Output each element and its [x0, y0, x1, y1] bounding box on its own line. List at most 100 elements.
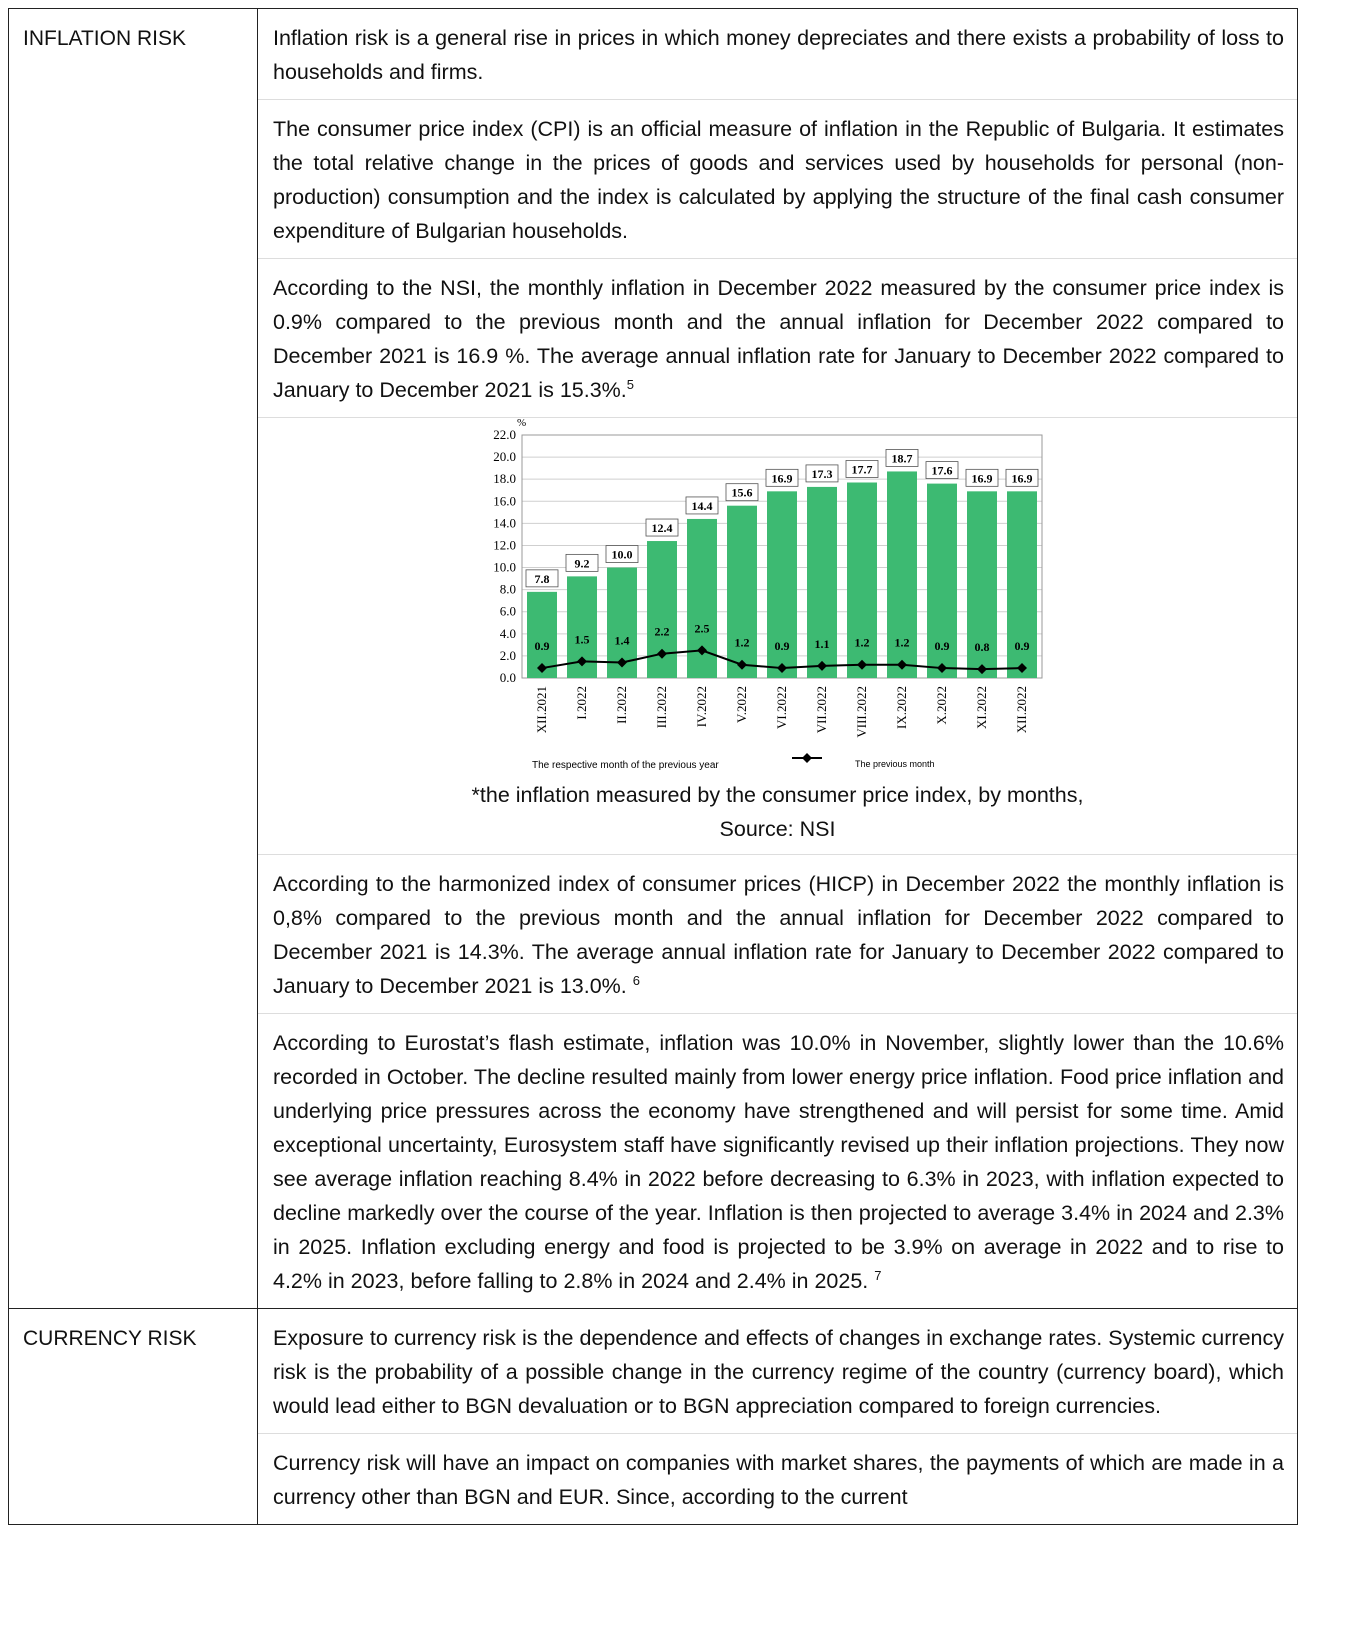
label-box — [925, 461, 958, 479]
figure: % 0.0 2.0 4.0 6.0 8.0 10.0 12.0 14.0 16.0 18.0 20.0… — [258, 418, 1297, 855]
line-value-label: 1.1 — [814, 637, 829, 651]
legend-marker — [801, 753, 812, 763]
paragraph: The consumer price index (CPI) is an off… — [258, 100, 1297, 259]
line-marker — [976, 664, 987, 675]
paragraph: According to the NSI, the monthly inflat… — [258, 259, 1297, 418]
line-marker — [736, 659, 747, 670]
bar-value-label: 15.6 — [731, 486, 752, 500]
bar-value-label: 14.4 — [691, 499, 712, 513]
y-tick-label: 8.0 — [499, 582, 515, 597]
x-tick-label: II.2022 — [614, 686, 629, 724]
label-box — [1005, 468, 1038, 487]
paragraph: Exposure to currency risk is the depende… — [258, 1309, 1297, 1434]
label-box — [525, 569, 558, 588]
x-tick-label: VIII.2022 — [854, 686, 869, 738]
risk-table: INFLATION RISK Inflation risk is a genera… — [8, 8, 1298, 1525]
footnote-ref: 7 — [874, 1267, 882, 1283]
paragraph: According to Eurostat’s flash estimate, … — [258, 1014, 1297, 1308]
paragraph: Inflation risk is a general rise in pric… — [258, 9, 1297, 100]
caption-line: *the inflation measured by the consumer … — [471, 783, 1084, 807]
paragraph: Currency risk will have an impact on com… — [258, 1434, 1297, 1524]
y-tick-label: 0.0 — [499, 670, 515, 685]
paragraph-text: According to the harmonized index of con… — [273, 872, 1284, 998]
y-tick-label: 12.0 — [493, 537, 516, 552]
y-unit: % — [517, 418, 526, 429]
bar — [966, 491, 997, 678]
footnote-ref: 6 — [632, 972, 640, 988]
line-marker — [576, 656, 587, 667]
y-tick-label: 6.0 — [499, 604, 515, 619]
line-value-label: 0.9 — [774, 639, 789, 653]
line-value-label: 0.8 — [974, 640, 989, 654]
line-marker — [536, 663, 547, 674]
row-content: Exposure to currency risk is the depende… — [257, 1308, 1298, 1525]
x-tick-label: XI.2022 — [974, 686, 989, 729]
line-value-label: 0.9 — [934, 639, 949, 653]
label-box — [845, 460, 878, 478]
row-content: Inflation risk is a general rise in pric… — [257, 8, 1298, 1309]
y-tick-label: 14.0 — [493, 515, 516, 530]
bar — [926, 483, 957, 678]
x-tick-label: I.2022 — [574, 686, 589, 720]
label-box — [965, 468, 998, 487]
line-marker — [896, 659, 907, 670]
paragraph-text: Inflation risk is a general rise in pric… — [273, 26, 1284, 84]
line-value-label: 1.2 — [854, 636, 869, 650]
label-box — [805, 464, 838, 483]
line-value-label: 2.5 — [694, 621, 709, 635]
line-value-label: 1.2 — [894, 636, 909, 650]
label-box — [565, 553, 598, 572]
table-row: INFLATION RISK Inflation risk is a genera… — [8, 8, 1298, 1309]
caption-line: Source: NSI — [719, 817, 836, 841]
label-box — [885, 449, 918, 467]
legend-label: The previous month — [855, 759, 935, 769]
bar — [766, 491, 797, 678]
bar-value-label: 10.0 — [611, 548, 632, 562]
line-marker — [1016, 663, 1027, 674]
bar-value-label: 7.8 — [534, 572, 549, 586]
x-tick-label: III.2022 — [654, 686, 669, 728]
chart: % 0.0 2.0 4.0 6.0 8.0 10.0 12.0 14.0 16.0 18.0 20.0… — [493, 418, 1042, 771]
bar-value-label: 16.9 — [971, 471, 992, 485]
label-box — [605, 545, 638, 563]
x-tick-label: V.2022 — [734, 686, 749, 723]
bar-value-label: 9.2 — [574, 556, 589, 570]
row-label-text: CURRENCY RISK — [23, 1327, 197, 1350]
bar — [886, 471, 917, 678]
x-tick-label: IX.2022 — [894, 686, 909, 729]
x-tick-label: VII.2022 — [814, 686, 829, 733]
table-row: CURRENCY RISK Exposure to currency risk i… — [8, 1308, 1298, 1525]
paragraph: According to the harmonized index of con… — [258, 855, 1297, 1014]
line-value-label: 2.2 — [654, 625, 669, 639]
label-box — [725, 483, 758, 502]
line-marker — [936, 663, 947, 674]
line-value-label: 1.2 — [734, 636, 749, 650]
bar-value-label: 18.7 — [891, 451, 912, 465]
label-box — [645, 518, 678, 537]
y-tick-label: 4.0 — [499, 626, 515, 641]
bar-value-label: 17.7 — [851, 462, 872, 476]
line-value-label: 0.9 — [534, 639, 549, 653]
y-tick-label: 20.0 — [493, 449, 516, 464]
line-marker — [816, 660, 827, 671]
line-marker — [616, 657, 627, 668]
bar — [726, 505, 757, 678]
line-value-label: 0.9 — [1014, 639, 1029, 653]
y-tick-label: 10.0 — [493, 560, 516, 575]
y-tick-label: 16.0 — [493, 493, 516, 508]
line-marker — [856, 659, 867, 670]
paragraph-text: According to Eurostat’s flash estimate, … — [273, 1031, 1284, 1293]
legend-label: The respective month of the previous yea… — [532, 760, 719, 771]
line-value-label: 1.4 — [614, 634, 629, 648]
x-tick-label: XII.2022 — [1014, 686, 1029, 733]
line-value-label: 1.5 — [574, 632, 589, 646]
label-box — [765, 468, 798, 487]
row-label: INFLATION RISK — [8, 8, 258, 1309]
bar — [1006, 491, 1037, 678]
x-tick-label: X.2022 — [934, 686, 949, 725]
row-label: CURRENCY RISK — [8, 1308, 258, 1525]
line-marker — [776, 663, 787, 674]
bar-value-label: 16.9 — [1011, 471, 1032, 485]
x-tick-label: XII.2021 — [534, 686, 549, 733]
